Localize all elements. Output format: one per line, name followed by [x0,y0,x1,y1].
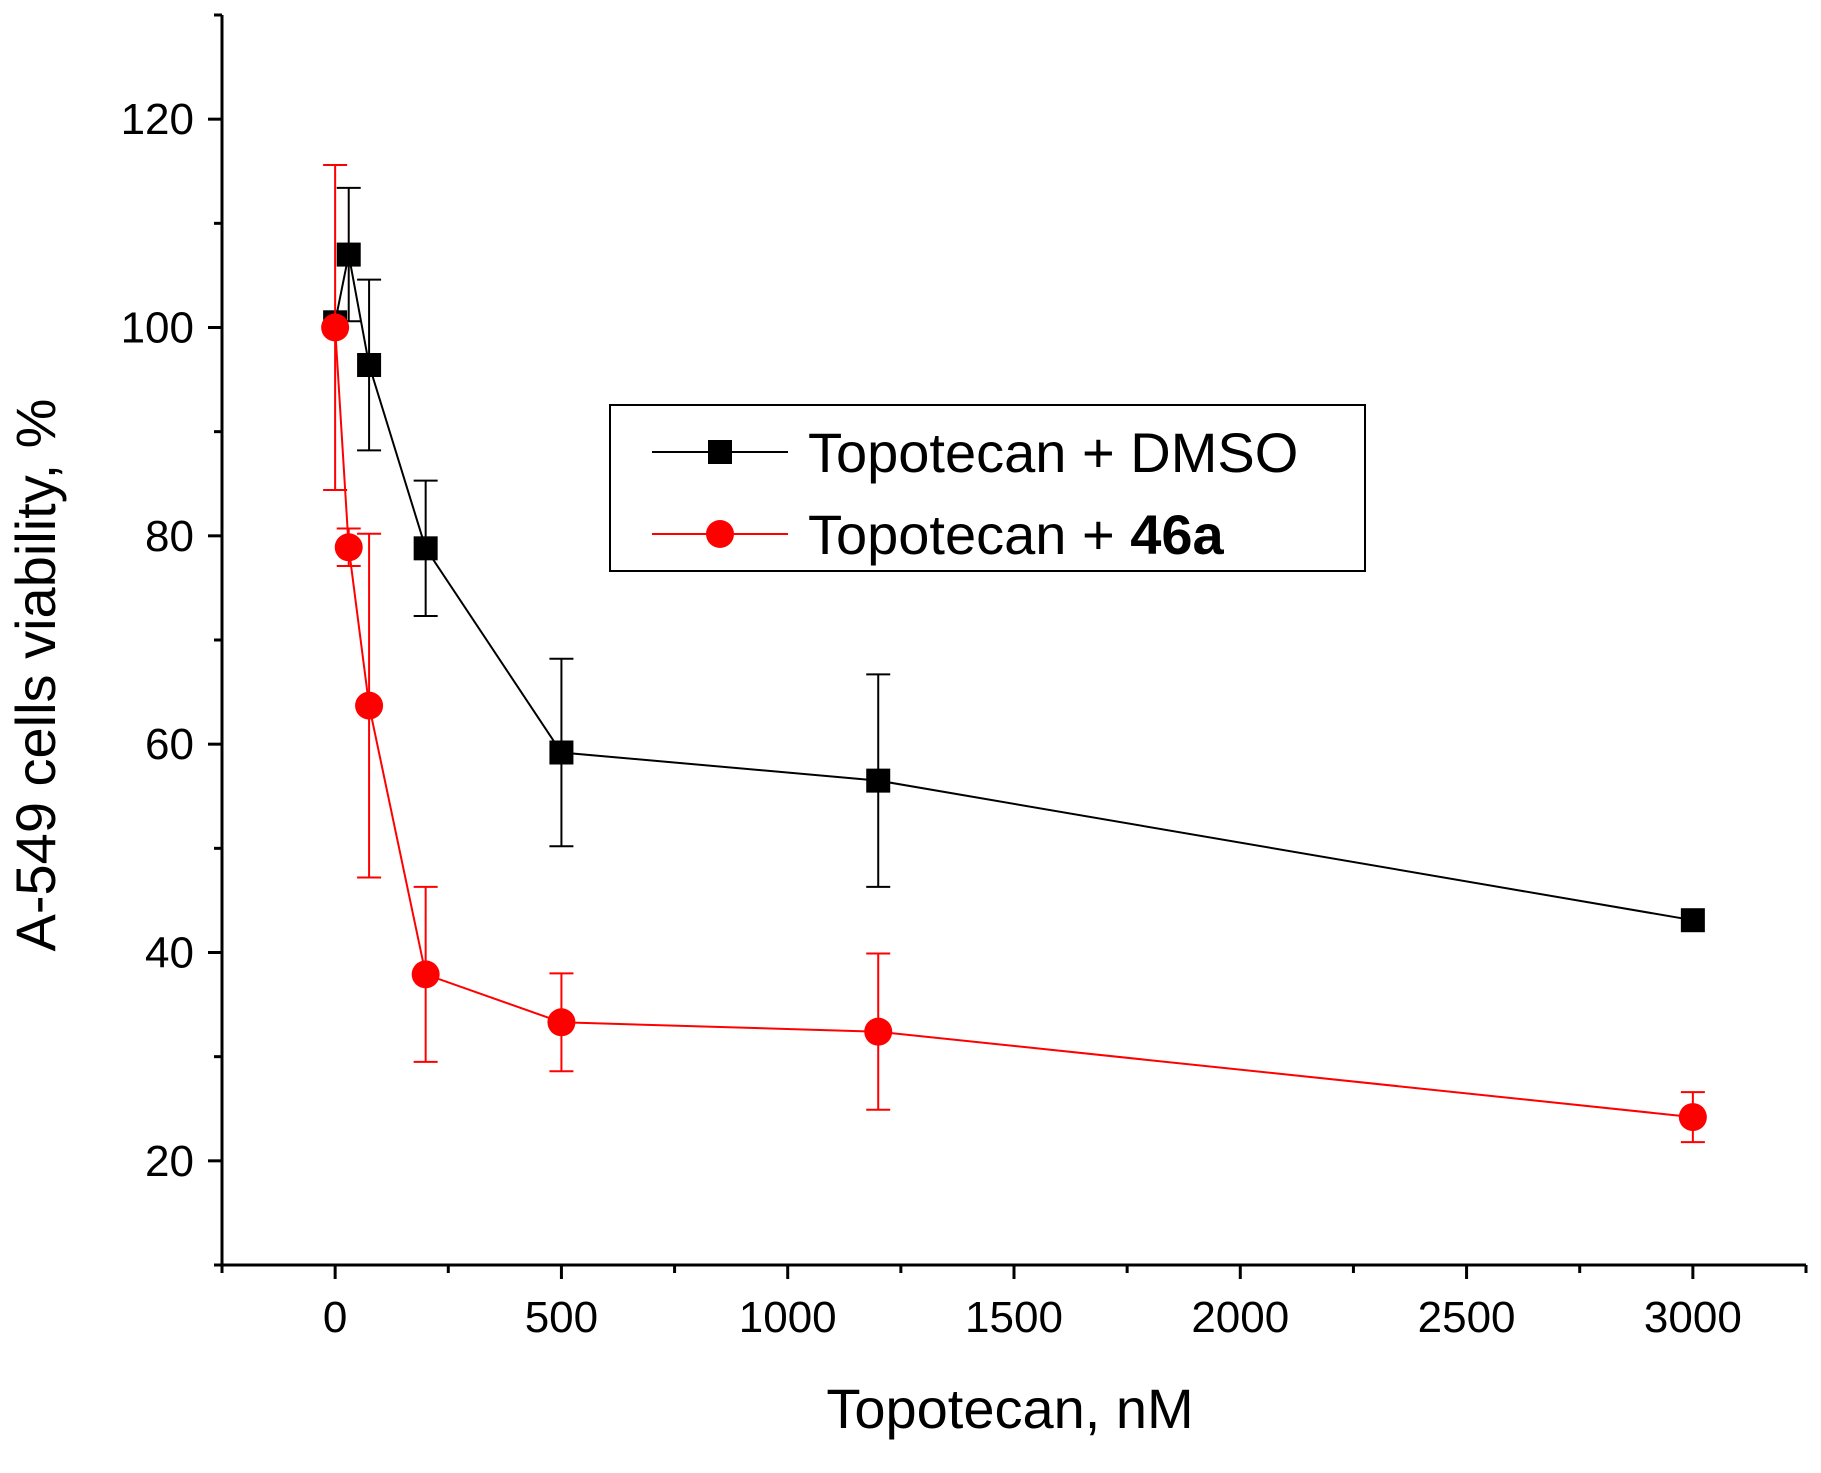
data-point [411,960,440,989]
legend-label-series-2: Topotecan + 46a [808,503,1225,566]
data-point [1680,908,1705,933]
series-line [334,254,1694,922]
data-point [547,1008,576,1037]
data-point [336,242,361,267]
x-tick-label: 0 [323,1293,347,1342]
data-point [334,533,363,562]
y-tick-label: 100 [121,304,194,353]
y-tick-label: 120 [121,95,194,144]
data-point [549,740,574,765]
y-tick-label: 20 [145,1137,194,1186]
x-tick-label: 1500 [965,1293,1063,1342]
data-point [357,353,382,377]
x-tick-label: 2000 [1191,1293,1289,1342]
x-tick-label: 1000 [739,1293,837,1342]
legend: Topotecan + DMSO Topotecan + 46a [609,404,1366,572]
data-point [355,691,384,720]
data-point [1678,1103,1707,1132]
y-tick-label: 60 [145,720,194,769]
data-point [866,768,891,793]
x-tick-label: 2500 [1418,1293,1516,1342]
legend-label-series-2-prefix: Topotecan + [808,503,1130,566]
y-axis-title: A-549 cells viability, % [4,399,67,952]
x-tick-label: 3000 [1644,1293,1742,1342]
legend-box [609,404,1366,572]
legend-marker-series-1 [708,440,732,464]
series-2 [321,164,1707,1144]
legend-marker-series-2 [706,520,734,548]
axes: 20 40 60 80 100 120 0 500 1000 1500 2000 2500 3000 [121,13,1808,1342]
legend-label-series-2-suffix: 46a [1130,503,1224,566]
y-tick-label: 80 [145,512,194,561]
data-point [413,536,438,561]
y-tick-label: 40 [145,929,194,978]
data-point [321,313,350,342]
data-series [321,164,1707,1144]
legend-label-series-1-prefix: Topotecan + [808,421,1130,484]
x-tick-label: 500 [525,1293,598,1342]
legend-label-series-1-suffix: DMSO [1130,421,1298,484]
data-point [864,1017,893,1046]
x-axis-title: Topotecan, nM [826,1377,1193,1440]
legend-label-series-1: Topotecan + DMSO [808,421,1298,484]
